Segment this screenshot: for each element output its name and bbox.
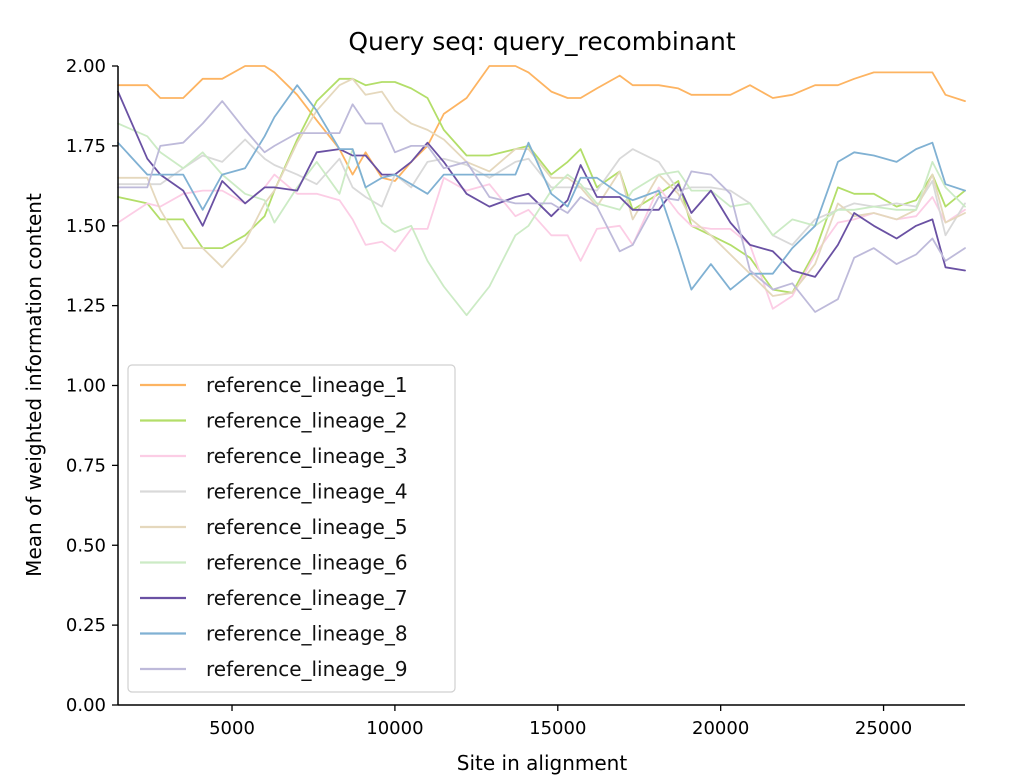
legend-label-4: reference_lineage_4: [206, 480, 408, 504]
series-line-1: [117, 65, 966, 182]
legend-label-1: reference_lineage_1: [206, 373, 408, 397]
y-axis-label: Mean of weighted information content: [22, 193, 46, 577]
x-tick-label: 25000: [855, 718, 912, 739]
legend-label-9: reference_lineage_9: [206, 657, 408, 681]
plot-area: [117, 65, 966, 317]
legend-label-8: reference_lineage_8: [206, 622, 408, 646]
y-tick-label: 1.00: [66, 376, 106, 397]
series-line-4: [117, 138, 966, 246]
series-line-6: [117, 122, 966, 317]
legend-label-7: reference_lineage_7: [206, 586, 408, 610]
y-tick-label: 2.00: [66, 56, 106, 77]
y-tick-label: 0.25: [66, 615, 106, 636]
y-tick-label: 1.50: [66, 216, 106, 237]
x-tick-label: 20000: [692, 718, 749, 739]
legend-label-3: reference_lineage_3: [206, 444, 408, 468]
y-tick-label: 1.75: [66, 136, 106, 157]
y-tick-label: 1.25: [66, 296, 106, 317]
series-line-3: [117, 173, 966, 310]
x-tick-label: 10000: [366, 718, 423, 739]
series-line-7: [117, 90, 966, 278]
x-tick-label: 5000: [209, 718, 255, 739]
legend-label-5: reference_lineage_5: [206, 515, 408, 539]
x-axis-ticks: 5000 10000 15000 20000 25000: [209, 705, 912, 739]
series-line-2: [117, 77, 966, 294]
x-axis-label: Site in alignment: [457, 751, 628, 775]
series-line-9: [117, 100, 966, 313]
legend-label-6: reference_lineage_6: [206, 551, 408, 575]
y-tick-label: 0.75: [66, 455, 106, 476]
x-tick-label: 15000: [529, 718, 586, 739]
legend-label-2: reference_lineage_2: [206, 409, 408, 433]
legend-frame: [127, 364, 456, 693]
legend: reference_lineage_1 reference_lineage_2re…: [127, 364, 456, 693]
series-line-5: [117, 77, 966, 297]
y-tick-label: 0.00: [66, 695, 106, 716]
y-tick-label: 0.50: [66, 535, 106, 556]
series-line-8: [117, 84, 966, 291]
chart-title: Query seq: query_recombinant: [348, 27, 736, 56]
y-axis-ticks: 0.00 0.25 0.50 0.75 1.00 1.25 1.50 1.75 2.00: [66, 56, 118, 716]
